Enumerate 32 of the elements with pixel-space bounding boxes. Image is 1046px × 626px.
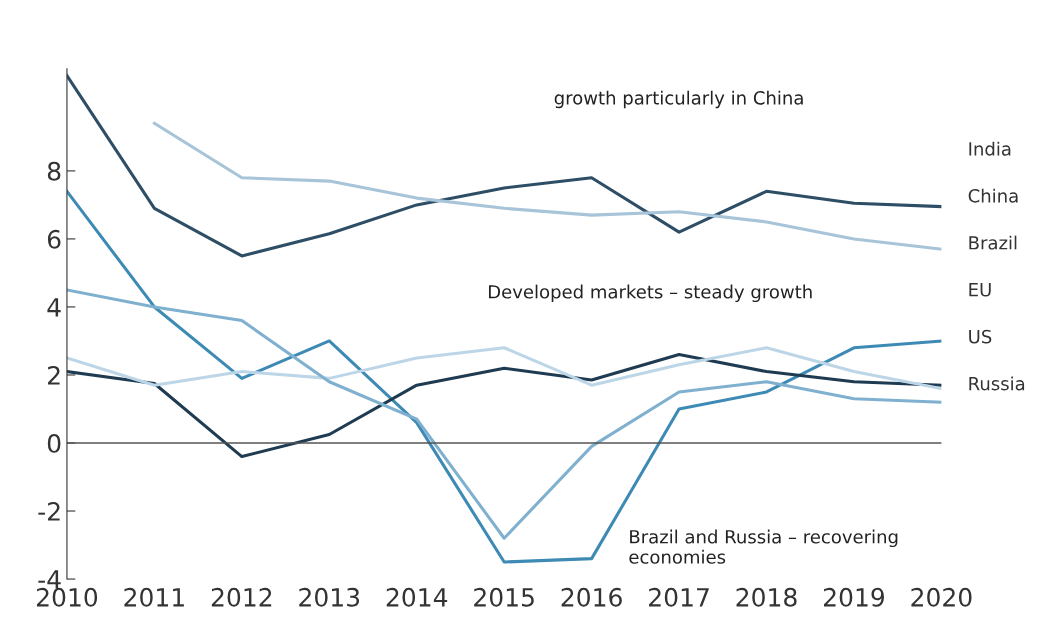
text: India xyxy=(969,141,1011,156)
annotation: Brazil and Russia – recovering economies xyxy=(629,529,898,564)
line-series xyxy=(66,189,942,564)
x-tick-label: 2014 xyxy=(386,587,448,607)
text: US xyxy=(969,329,992,344)
y-tick-label: 4 xyxy=(47,298,61,317)
y-tick-label: 8 xyxy=(47,161,61,181)
annotation: growth particularly in China xyxy=(554,90,803,109)
y-tick-label: 0 xyxy=(47,433,61,453)
line-series xyxy=(66,353,942,459)
x-tick-label: 2019 xyxy=(823,587,885,607)
x-tick-label: 2011 xyxy=(124,587,184,607)
annotation: Developed markets – steady growth xyxy=(488,284,812,303)
series-label: Russia xyxy=(969,376,1025,391)
x-tick-label: 2010 xyxy=(36,587,98,607)
text: Brazil xyxy=(969,235,1017,250)
text: EU xyxy=(969,283,991,297)
x-tick-label: 2020 xyxy=(911,587,972,607)
line-series xyxy=(66,74,942,258)
text: China xyxy=(968,188,1018,203)
x-tick-label: 2012 xyxy=(211,587,272,607)
x-tick-label: 2013 xyxy=(299,587,360,607)
y-tick-label: -4 xyxy=(38,570,61,589)
line-series xyxy=(66,346,942,391)
y-tick-label: -2 xyxy=(38,501,60,521)
y-tick-label: 2 xyxy=(48,365,60,385)
x-tick-label: 2017 xyxy=(649,587,709,607)
y-tick-label: 6 xyxy=(47,229,61,249)
x-tick-label: 2018 xyxy=(736,587,797,607)
line-series xyxy=(152,121,942,251)
x-tick-label: 2015 xyxy=(474,587,534,607)
x-tick-label: 2016 xyxy=(561,587,622,607)
